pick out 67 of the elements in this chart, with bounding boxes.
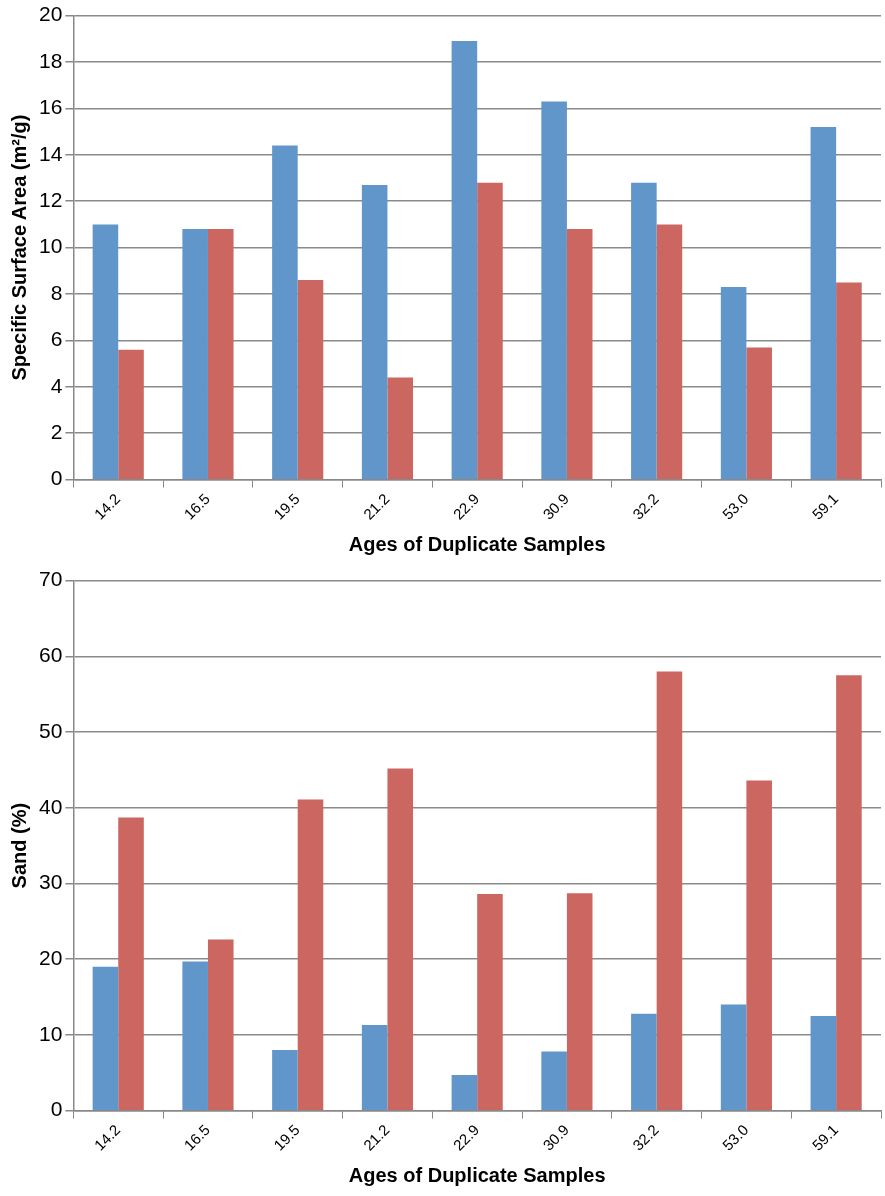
bar bbox=[387, 377, 414, 479]
bar bbox=[451, 41, 478, 479]
bar bbox=[92, 224, 119, 479]
bar bbox=[361, 1025, 388, 1110]
bar bbox=[631, 182, 657, 479]
bar bbox=[182, 229, 208, 479]
bar bbox=[541, 1051, 567, 1110]
y-tick-label: 18 bbox=[39, 48, 63, 72]
y-tick-label: 40 bbox=[39, 794, 63, 818]
bar bbox=[387, 768, 414, 1110]
bar bbox=[92, 966, 119, 1110]
bar bbox=[182, 961, 208, 1110]
x-tick-label: 30.9 bbox=[539, 1121, 572, 1154]
bar bbox=[297, 280, 324, 479]
x-tick-label: 53.0 bbox=[718, 490, 752, 523]
y-axis-title: Specific Surface Area (m²/g) bbox=[7, 114, 30, 381]
y-axis-title: Sand (%) bbox=[7, 802, 30, 889]
bar bbox=[746, 347, 772, 479]
y-tick-label: 14 bbox=[39, 141, 63, 165]
y-tick-label: 12 bbox=[39, 188, 63, 212]
y-tick-label: 6 bbox=[50, 327, 63, 351]
bar bbox=[361, 184, 388, 479]
y-tick-label: 0 bbox=[50, 1097, 63, 1121]
bar bbox=[746, 780, 772, 1110]
bar bbox=[118, 349, 144, 479]
bar bbox=[720, 287, 747, 479]
y-tick-label: 60 bbox=[39, 643, 63, 667]
bar bbox=[810, 1015, 837, 1110]
bar bbox=[207, 939, 234, 1110]
y-tick-label: 30 bbox=[39, 870, 63, 894]
bar bbox=[541, 101, 567, 479]
bar bbox=[656, 671, 683, 1110]
bar bbox=[566, 229, 593, 479]
bar bbox=[810, 126, 837, 479]
bar bbox=[836, 282, 862, 479]
bar bbox=[272, 145, 298, 479]
x-tick-label: 32.2 bbox=[629, 490, 662, 523]
x-tick-label: 30.9 bbox=[539, 490, 572, 523]
x-axis-title: Ages of Duplicate Samples bbox=[348, 532, 606, 555]
bar bbox=[631, 1013, 657, 1110]
y-tick-label: 70 bbox=[39, 567, 63, 591]
x-tick-label: 53.0 bbox=[718, 1121, 752, 1154]
bar bbox=[477, 894, 503, 1110]
y-tick-label: 50 bbox=[39, 718, 63, 742]
bar bbox=[720, 1004, 747, 1110]
y-tick-label: 4 bbox=[50, 373, 63, 397]
y-tick-label: 10 bbox=[39, 234, 63, 258]
y-tick-label: 10 bbox=[39, 1021, 63, 1045]
x-axis-title: Ages of Duplicate Samples bbox=[348, 1163, 606, 1186]
x-tick-label: 59.1 bbox=[808, 490, 842, 523]
x-tick-label: 32.2 bbox=[629, 1121, 662, 1154]
y-tick-label: 2 bbox=[50, 420, 63, 444]
y-tick-label: 16 bbox=[39, 95, 63, 119]
bar bbox=[836, 675, 862, 1110]
y-tick-label: 8 bbox=[50, 280, 63, 304]
y-tick-label: 0 bbox=[50, 466, 63, 490]
y-tick-label: 20 bbox=[39, 2, 63, 26]
y-tick-label: 20 bbox=[39, 945, 63, 969]
bar bbox=[477, 182, 503, 479]
bar bbox=[272, 1050, 298, 1110]
bar bbox=[566, 893, 593, 1110]
bar bbox=[656, 224, 683, 479]
x-tick-label: 59.1 bbox=[808, 1121, 842, 1154]
bar bbox=[297, 799, 324, 1110]
bar bbox=[207, 229, 234, 479]
bar bbox=[451, 1075, 478, 1110]
bar bbox=[118, 817, 144, 1110]
